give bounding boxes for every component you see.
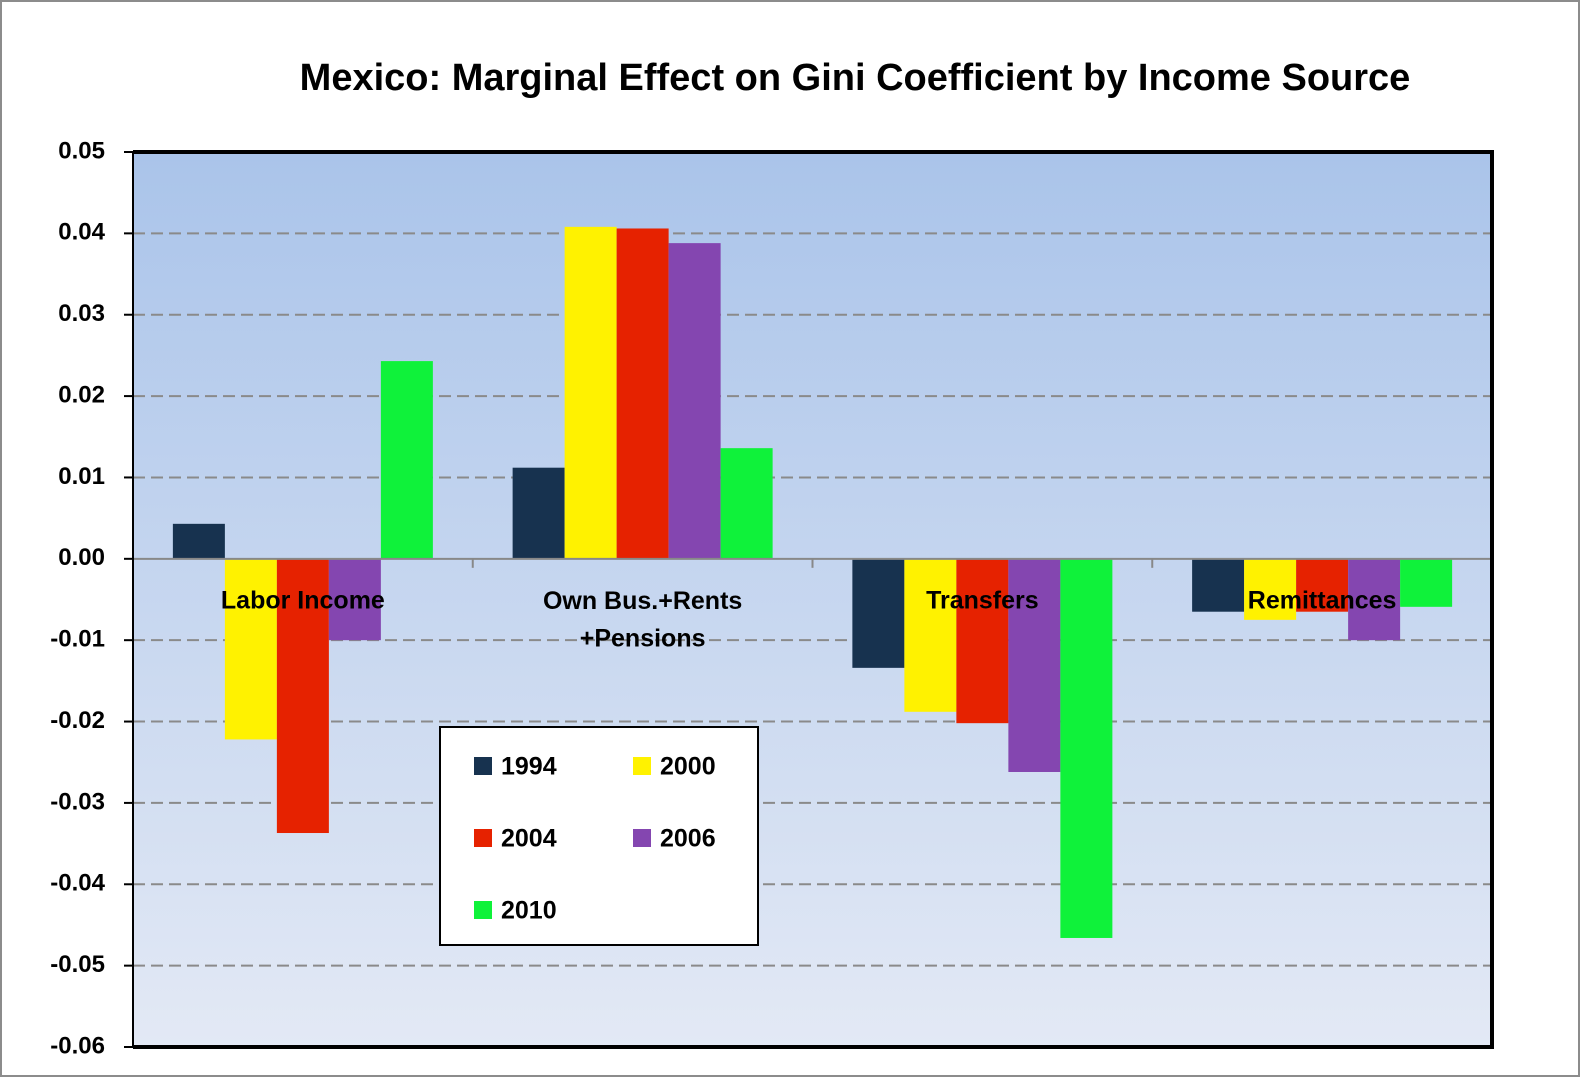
bar xyxy=(616,228,669,559)
y-tick-label: 0.00 xyxy=(58,544,105,571)
y-tick-label: -0.05 xyxy=(50,951,105,978)
bar xyxy=(512,467,565,559)
bar xyxy=(904,558,957,712)
labels: 0.05 0.04 0.03 0.02 0.01 0.00 -0.01 -0.02 -0.03 -… xyxy=(50,137,1396,1059)
bar xyxy=(224,558,277,740)
legend-label: 2010 xyxy=(501,897,557,925)
bar xyxy=(328,558,381,641)
bar xyxy=(1192,558,1245,612)
legend-label: 2006 xyxy=(660,825,716,853)
bar xyxy=(276,558,329,834)
bar xyxy=(1008,558,1061,772)
bar xyxy=(1296,558,1349,612)
legend-label: 1994 xyxy=(501,753,557,781)
y-tick-label: -0.03 xyxy=(50,788,105,815)
bar xyxy=(1060,558,1113,938)
legend-swatch xyxy=(474,829,492,847)
legend: 1994 2000 2004 2006 2010 xyxy=(439,726,759,946)
y-tick-label: 0.03 xyxy=(58,300,105,327)
y-tick-label: 0.05 xyxy=(58,137,105,164)
legend-swatch xyxy=(474,757,492,775)
x-tick-label: Transfers xyxy=(926,586,1039,614)
legend-label: 2000 xyxy=(660,753,716,781)
legend-swatch xyxy=(633,829,651,847)
bar xyxy=(1244,558,1297,620)
chart-title: Mexico: Marginal Effect on Gini Coeffici… xyxy=(300,57,1411,99)
bar xyxy=(380,361,433,559)
y-tick-label: 0.02 xyxy=(58,381,105,408)
legend-swatch xyxy=(633,757,651,775)
legend-box xyxy=(439,726,759,946)
y-tick-label: 0.01 xyxy=(58,463,105,490)
plot-border xyxy=(133,150,1494,1049)
y-tick-label: -0.04 xyxy=(50,870,105,897)
bar xyxy=(668,243,721,559)
y-tick-label: -0.06 xyxy=(50,1032,105,1059)
legend-label: 2004 xyxy=(501,825,557,853)
legend-swatch xyxy=(474,901,492,919)
axes xyxy=(124,150,1494,1049)
bar xyxy=(1348,558,1401,641)
x-tick-label: Remittances xyxy=(1248,586,1397,614)
bar xyxy=(852,558,905,668)
y-tick-label: 0.04 xyxy=(58,219,105,246)
bars xyxy=(172,226,1453,938)
bar xyxy=(564,226,617,559)
bar xyxy=(956,558,1009,724)
bar xyxy=(1400,558,1453,607)
x-tick-label: Own Bus.+Rents +Pensions xyxy=(543,586,742,652)
y-tick-label: -0.02 xyxy=(50,707,105,734)
bar xyxy=(720,448,773,559)
x-tick-label: Labor Income xyxy=(221,586,385,614)
bar xyxy=(172,523,225,559)
y-tick-label: -0.01 xyxy=(50,626,105,653)
